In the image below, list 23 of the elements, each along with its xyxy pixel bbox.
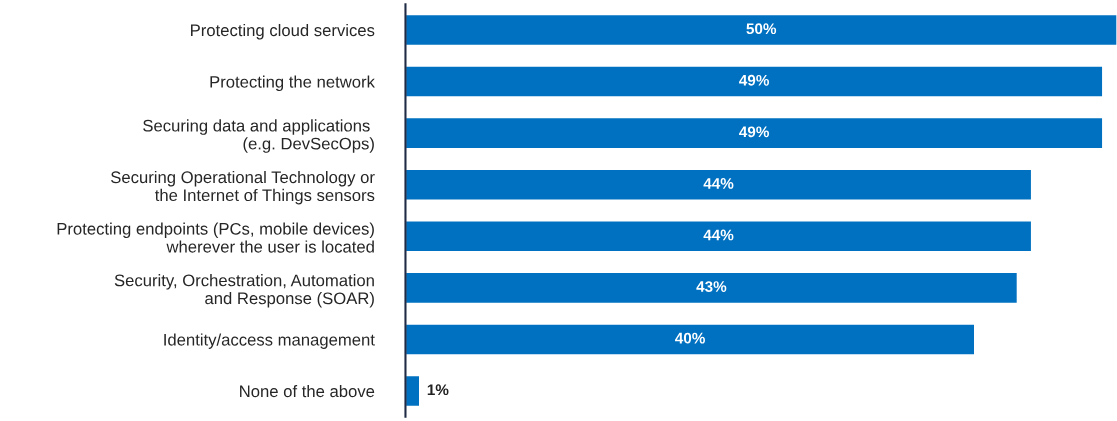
y-tick-label: Protecting endpoints (PCs, mobile devices) wherever the user is located [57, 222, 374, 253]
bar [405, 65, 1104, 98]
y-tick-label: Protecting the network [210, 75, 375, 92]
data-label: 1% [427, 384, 449, 396]
y-tick-label: None of the above [240, 384, 375, 398]
bar [405, 220, 1033, 253]
data-label: 43% [696, 281, 727, 292]
bar [405, 271, 1019, 305]
data-label: 40% [675, 332, 705, 344]
data-label: 49% [739, 126, 770, 138]
bar [405, 116, 1104, 150]
data-label: 44% [703, 229, 734, 241]
y-tick-label: Securing Operational Technology or the Internet of Things sensors [111, 170, 375, 205]
bar [405, 323, 976, 356]
y-tick-label: Identity/access management [164, 333, 375, 349]
bar [405, 168, 1033, 201]
data-label: 49% [739, 74, 770, 86]
data-label: 44% [703, 178, 734, 189]
y-tick-label: Security, Orchestration, Automation and Response (SOAR) [114, 274, 374, 308]
bar [405, 13, 1117, 47]
y-tick-label: Securing data and applications (e.g. DevSecOps) [143, 119, 374, 153]
data-label: 50% [746, 23, 777, 35]
y-tick-label: Protecting cloud services [191, 23, 375, 40]
